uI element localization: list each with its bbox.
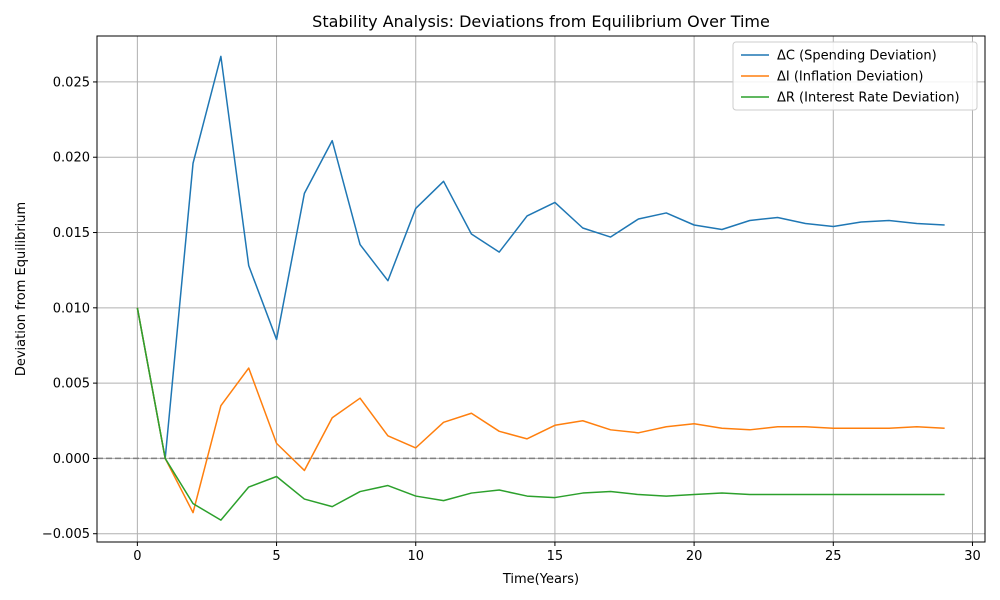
y-tick-label: 0.020 bbox=[53, 151, 90, 166]
x-tick-label: 30 bbox=[964, 549, 981, 564]
legend-label: ΔC (Spending Deviation) bbox=[777, 49, 937, 64]
x-tick-label: 15 bbox=[547, 549, 564, 564]
legend-box bbox=[732, 41, 978, 111]
series-lines bbox=[136, 55, 945, 521]
series-line-1 bbox=[136, 55, 945, 460]
x-tick-label: 5 bbox=[272, 549, 280, 564]
y-tick-label: 0.010 bbox=[53, 301, 90, 316]
legend: ΔC (Spending Deviation) ΔI (Inflation Dev… bbox=[732, 41, 978, 111]
y-tick-label: 0.015 bbox=[53, 226, 90, 241]
y-axis-label: Deviation from Equilibrium bbox=[14, 202, 29, 376]
y-tick-label: 0.025 bbox=[53, 75, 90, 90]
legend-label: ΔR (Interest Rate Deviation) bbox=[777, 91, 960, 106]
x-tick-label: 10 bbox=[407, 549, 424, 564]
x-tick-label: 0 bbox=[133, 549, 141, 564]
series-line-3 bbox=[136, 307, 945, 521]
x-tick-label: 25 bbox=[825, 549, 842, 564]
y-tick-label: 0.000 bbox=[53, 452, 90, 467]
y-tick-label: 0.005 bbox=[53, 377, 90, 392]
plot-frame bbox=[96, 35, 986, 543]
axis-ticks: 0 5 10 15 20 25 30 −0.005 0.000 0.005 0.010 0.015 0.… bbox=[42, 75, 981, 564]
chart-title: Stability Analysis: Deviations from Equi… bbox=[312, 12, 770, 31]
y-tick-label: −0.005 bbox=[42, 527, 90, 542]
legend-label: ΔI (Inflation Deviation) bbox=[777, 70, 923, 85]
x-axis-label: Time(Years) bbox=[502, 572, 579, 587]
series-line-2 bbox=[136, 307, 945, 514]
x-tick-label: 20 bbox=[686, 549, 703, 564]
